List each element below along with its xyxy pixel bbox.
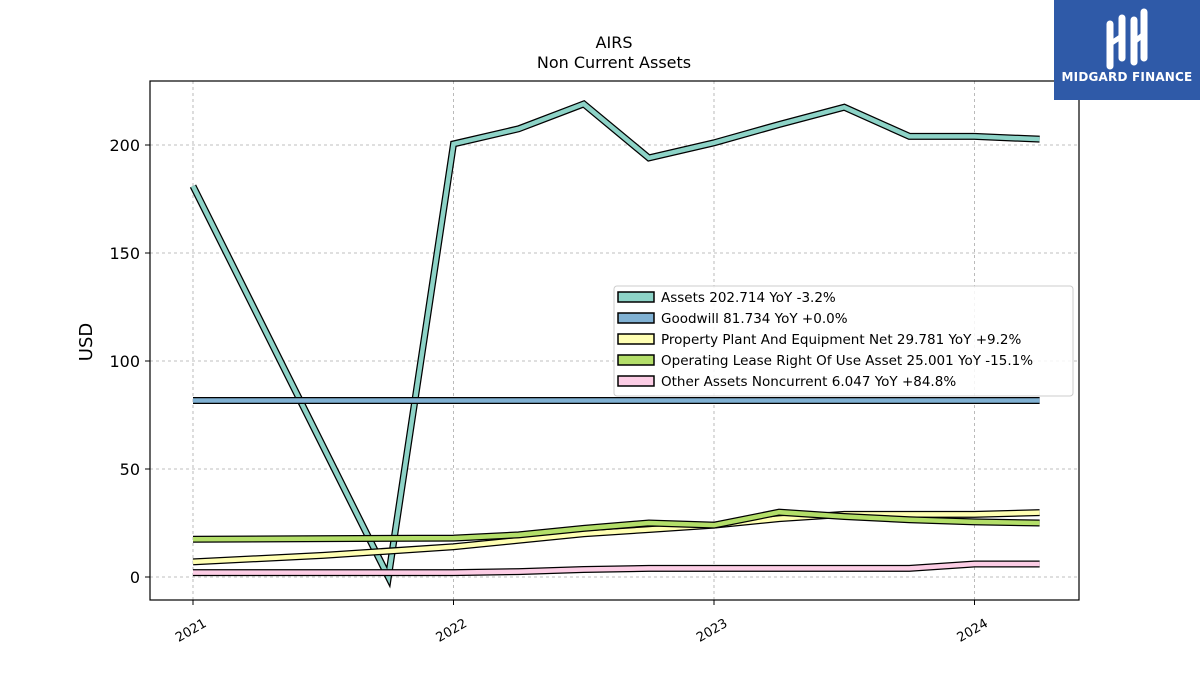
logo-text: MIDGARD FINANCE xyxy=(1061,70,1193,84)
series-line xyxy=(193,561,1040,575)
legend-swatch xyxy=(617,312,655,324)
legend-swatch xyxy=(617,291,655,303)
series-line xyxy=(190,101,1040,585)
chart-title: AIRS xyxy=(596,33,633,52)
legend-entry: Assets 202.714 YoY -3.2% xyxy=(661,290,836,306)
x-tick-label: 2021 xyxy=(173,616,209,646)
series-other-assets-noncurrent xyxy=(193,560,1040,577)
y-tick-label: 200 xyxy=(109,136,140,155)
legend-entry: Property Plant And Equipment Net 29.781 … xyxy=(661,332,1021,348)
y-tick-label: 50 xyxy=(120,460,140,479)
series-line xyxy=(192,509,1040,542)
y-tick-label: 0 xyxy=(130,568,140,587)
y-tick-label: 100 xyxy=(109,352,140,371)
series-operating-lease-right-of-use-asset xyxy=(192,508,1040,543)
legend-entry: Operating Lease Right Of Use Asset 25.00… xyxy=(661,353,1033,369)
x-tick-label: 2022 xyxy=(434,616,470,646)
series-lines xyxy=(189,99,1040,589)
chart-subtitle: Non Current Assets xyxy=(537,53,691,72)
x-tick-label: 2023 xyxy=(694,616,730,646)
legend-entry: Other Assets Noncurrent 6.047 YoY +84.8% xyxy=(661,374,956,390)
legend-box xyxy=(613,285,1074,397)
y-tick-label: 150 xyxy=(109,244,140,263)
brand-logo: MIDGARD FINANCE xyxy=(1054,0,1200,100)
legend-swatch xyxy=(617,354,655,366)
legend: Assets 202.714 YoY -3.2% Goodwill 81.734 … xyxy=(613,285,1074,397)
legend-swatch xyxy=(617,333,655,345)
series-assets xyxy=(189,99,1040,589)
plot-frame xyxy=(149,80,1080,601)
x-tick-label: 2024 xyxy=(955,616,991,646)
y-axis-label: USD xyxy=(76,323,97,361)
legend-swatch xyxy=(617,375,655,387)
legend-entry: Goodwill 81.734 YoY +0.0% xyxy=(661,311,848,327)
logo-mark-icon xyxy=(1106,8,1148,70)
